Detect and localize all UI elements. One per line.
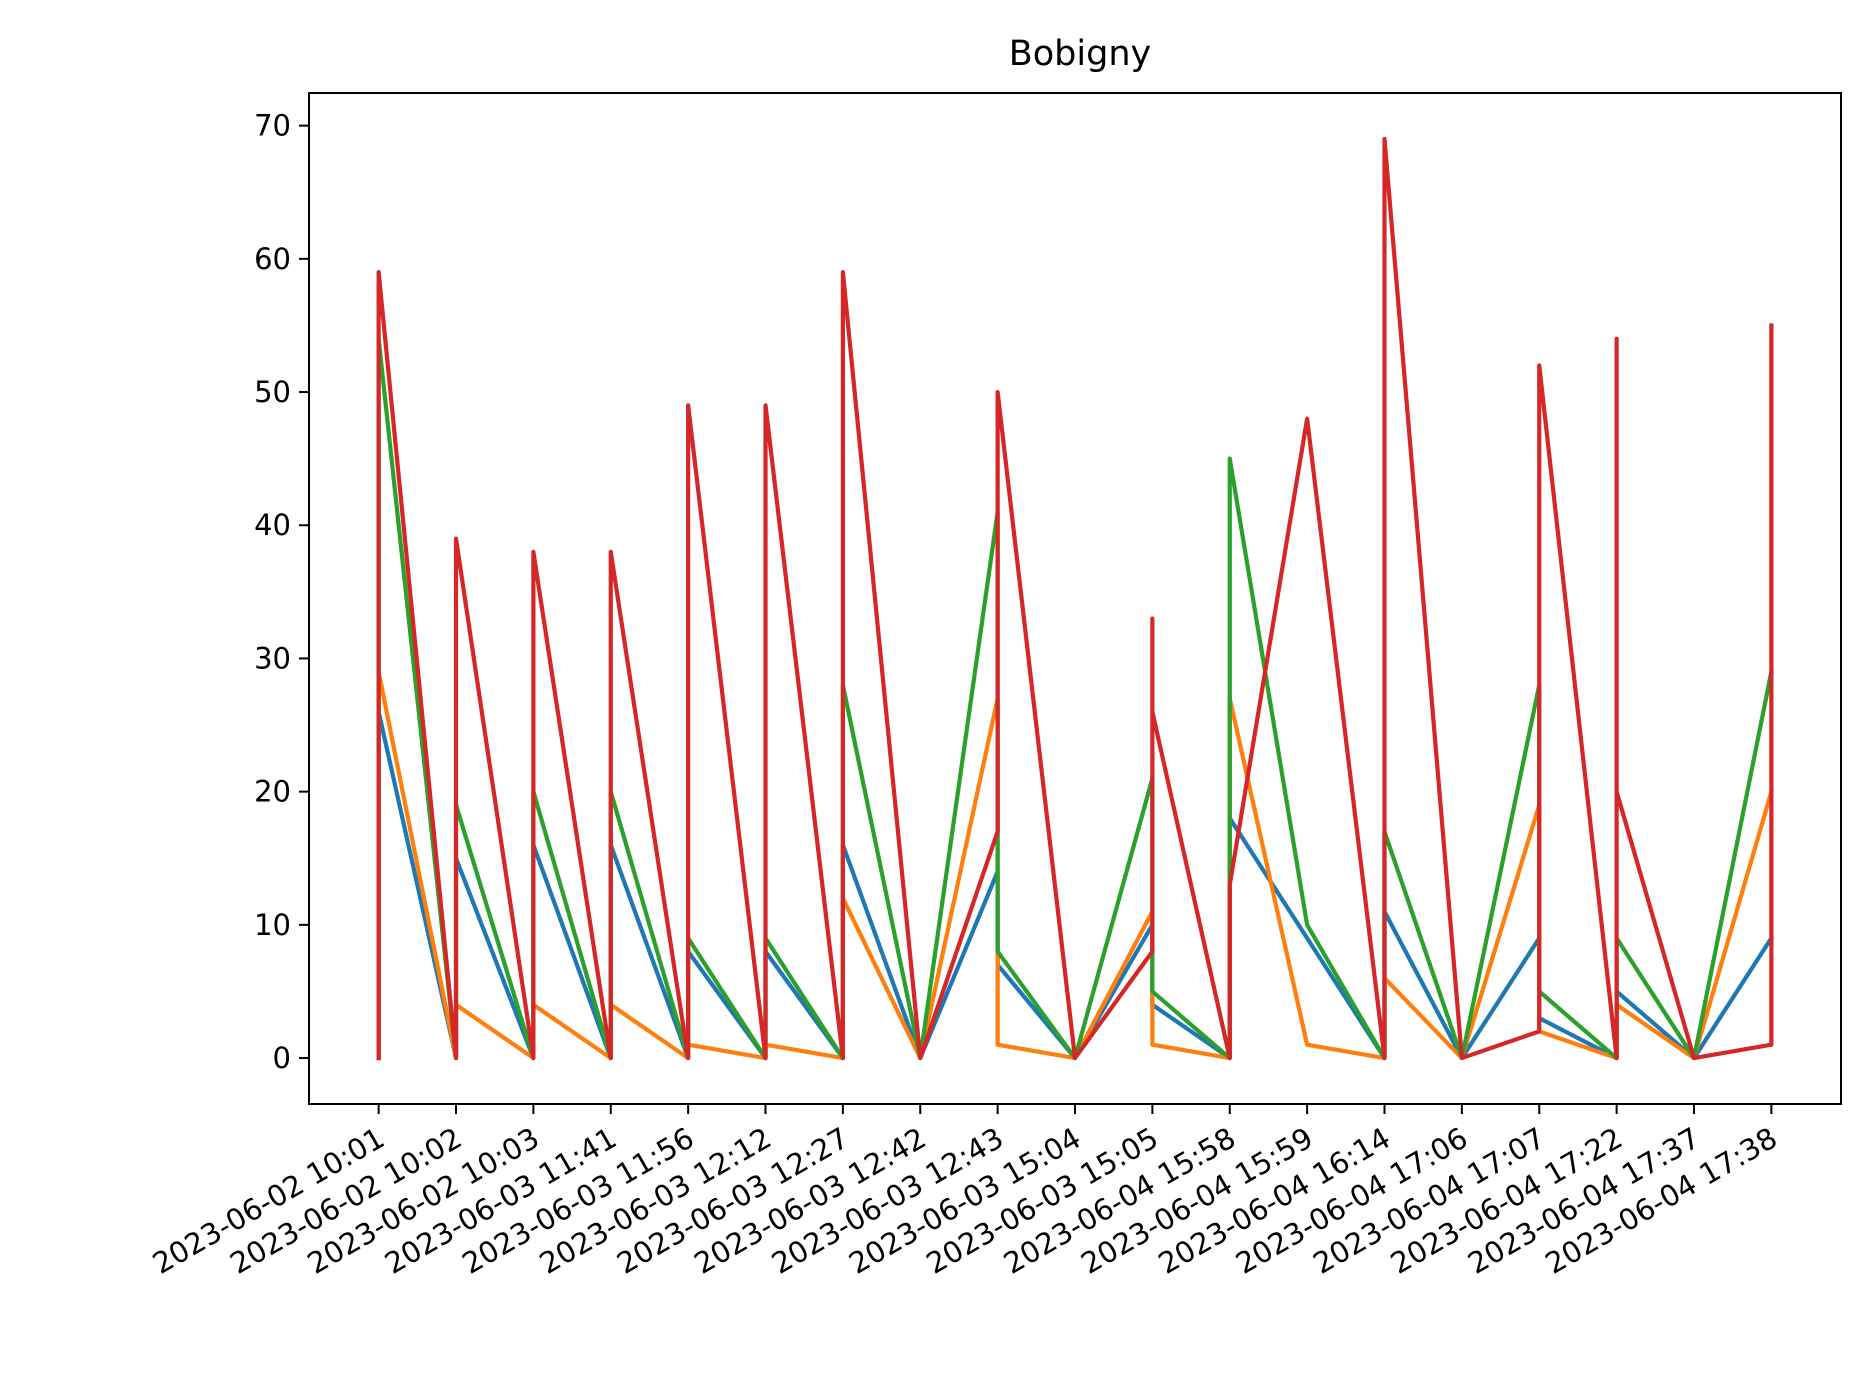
chart-title: Bobigny: [1009, 34, 1151, 74]
y-tick-label: 40: [254, 508, 291, 542]
series-layer: [376, 136, 1775, 1061]
y-tick-label: 30: [254, 641, 291, 675]
y-tick-label: 60: [254, 242, 291, 276]
y-tick-label: 70: [254, 109, 291, 143]
y-tick-label: 20: [254, 775, 291, 809]
y-tick-label: 50: [254, 375, 291, 409]
y-tick-label: 0: [273, 1041, 291, 1075]
y-tick-label: 10: [254, 908, 291, 942]
y-axis: 0 10 20 30 40 50 60 70: [254, 109, 309, 1075]
series-line-4: [376, 136, 1774, 1061]
